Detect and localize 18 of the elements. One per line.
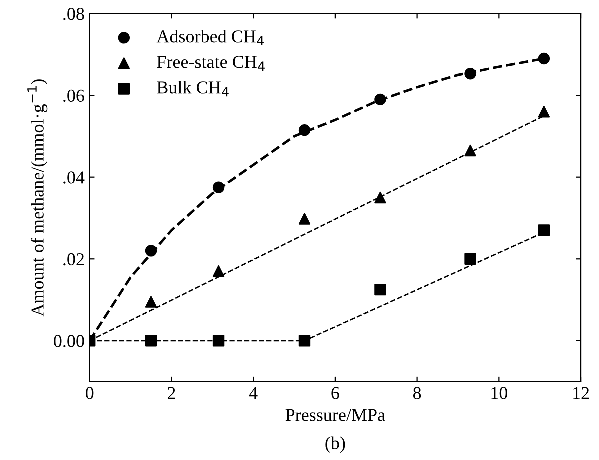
x-tick-label: 0 xyxy=(86,387,94,400)
x-tick-label: 12 xyxy=(574,387,590,400)
x-tick-label: 4 xyxy=(249,387,258,400)
x-tick-label: 8 xyxy=(413,387,422,400)
x-tick-label: 2 xyxy=(168,387,176,400)
y-tick-label: .02 xyxy=(64,253,84,266)
x-tick-label: 6 xyxy=(332,387,340,400)
text: (b) xyxy=(326,436,346,454)
y-tick-label: .06 xyxy=(64,90,84,102)
y-tick-label: 0.00 xyxy=(54,335,84,348)
legend-label: Bulk CH$_{4}$ xyxy=(157,81,229,97)
y-axis-title: Amount of methane/(mmol·g$^{−1}$) xyxy=(28,80,48,317)
y-tick-label: .04 xyxy=(64,172,85,184)
legend-label: Free-state CH$_{4}$ xyxy=(157,56,265,72)
x-axis-title: Pressure/MPa xyxy=(286,409,386,422)
y-tick-label: .08 xyxy=(64,8,84,20)
legend-label: Adsorbed CH$_{4}$ xyxy=(156,30,264,46)
x-tick-label: 10 xyxy=(492,387,508,400)
